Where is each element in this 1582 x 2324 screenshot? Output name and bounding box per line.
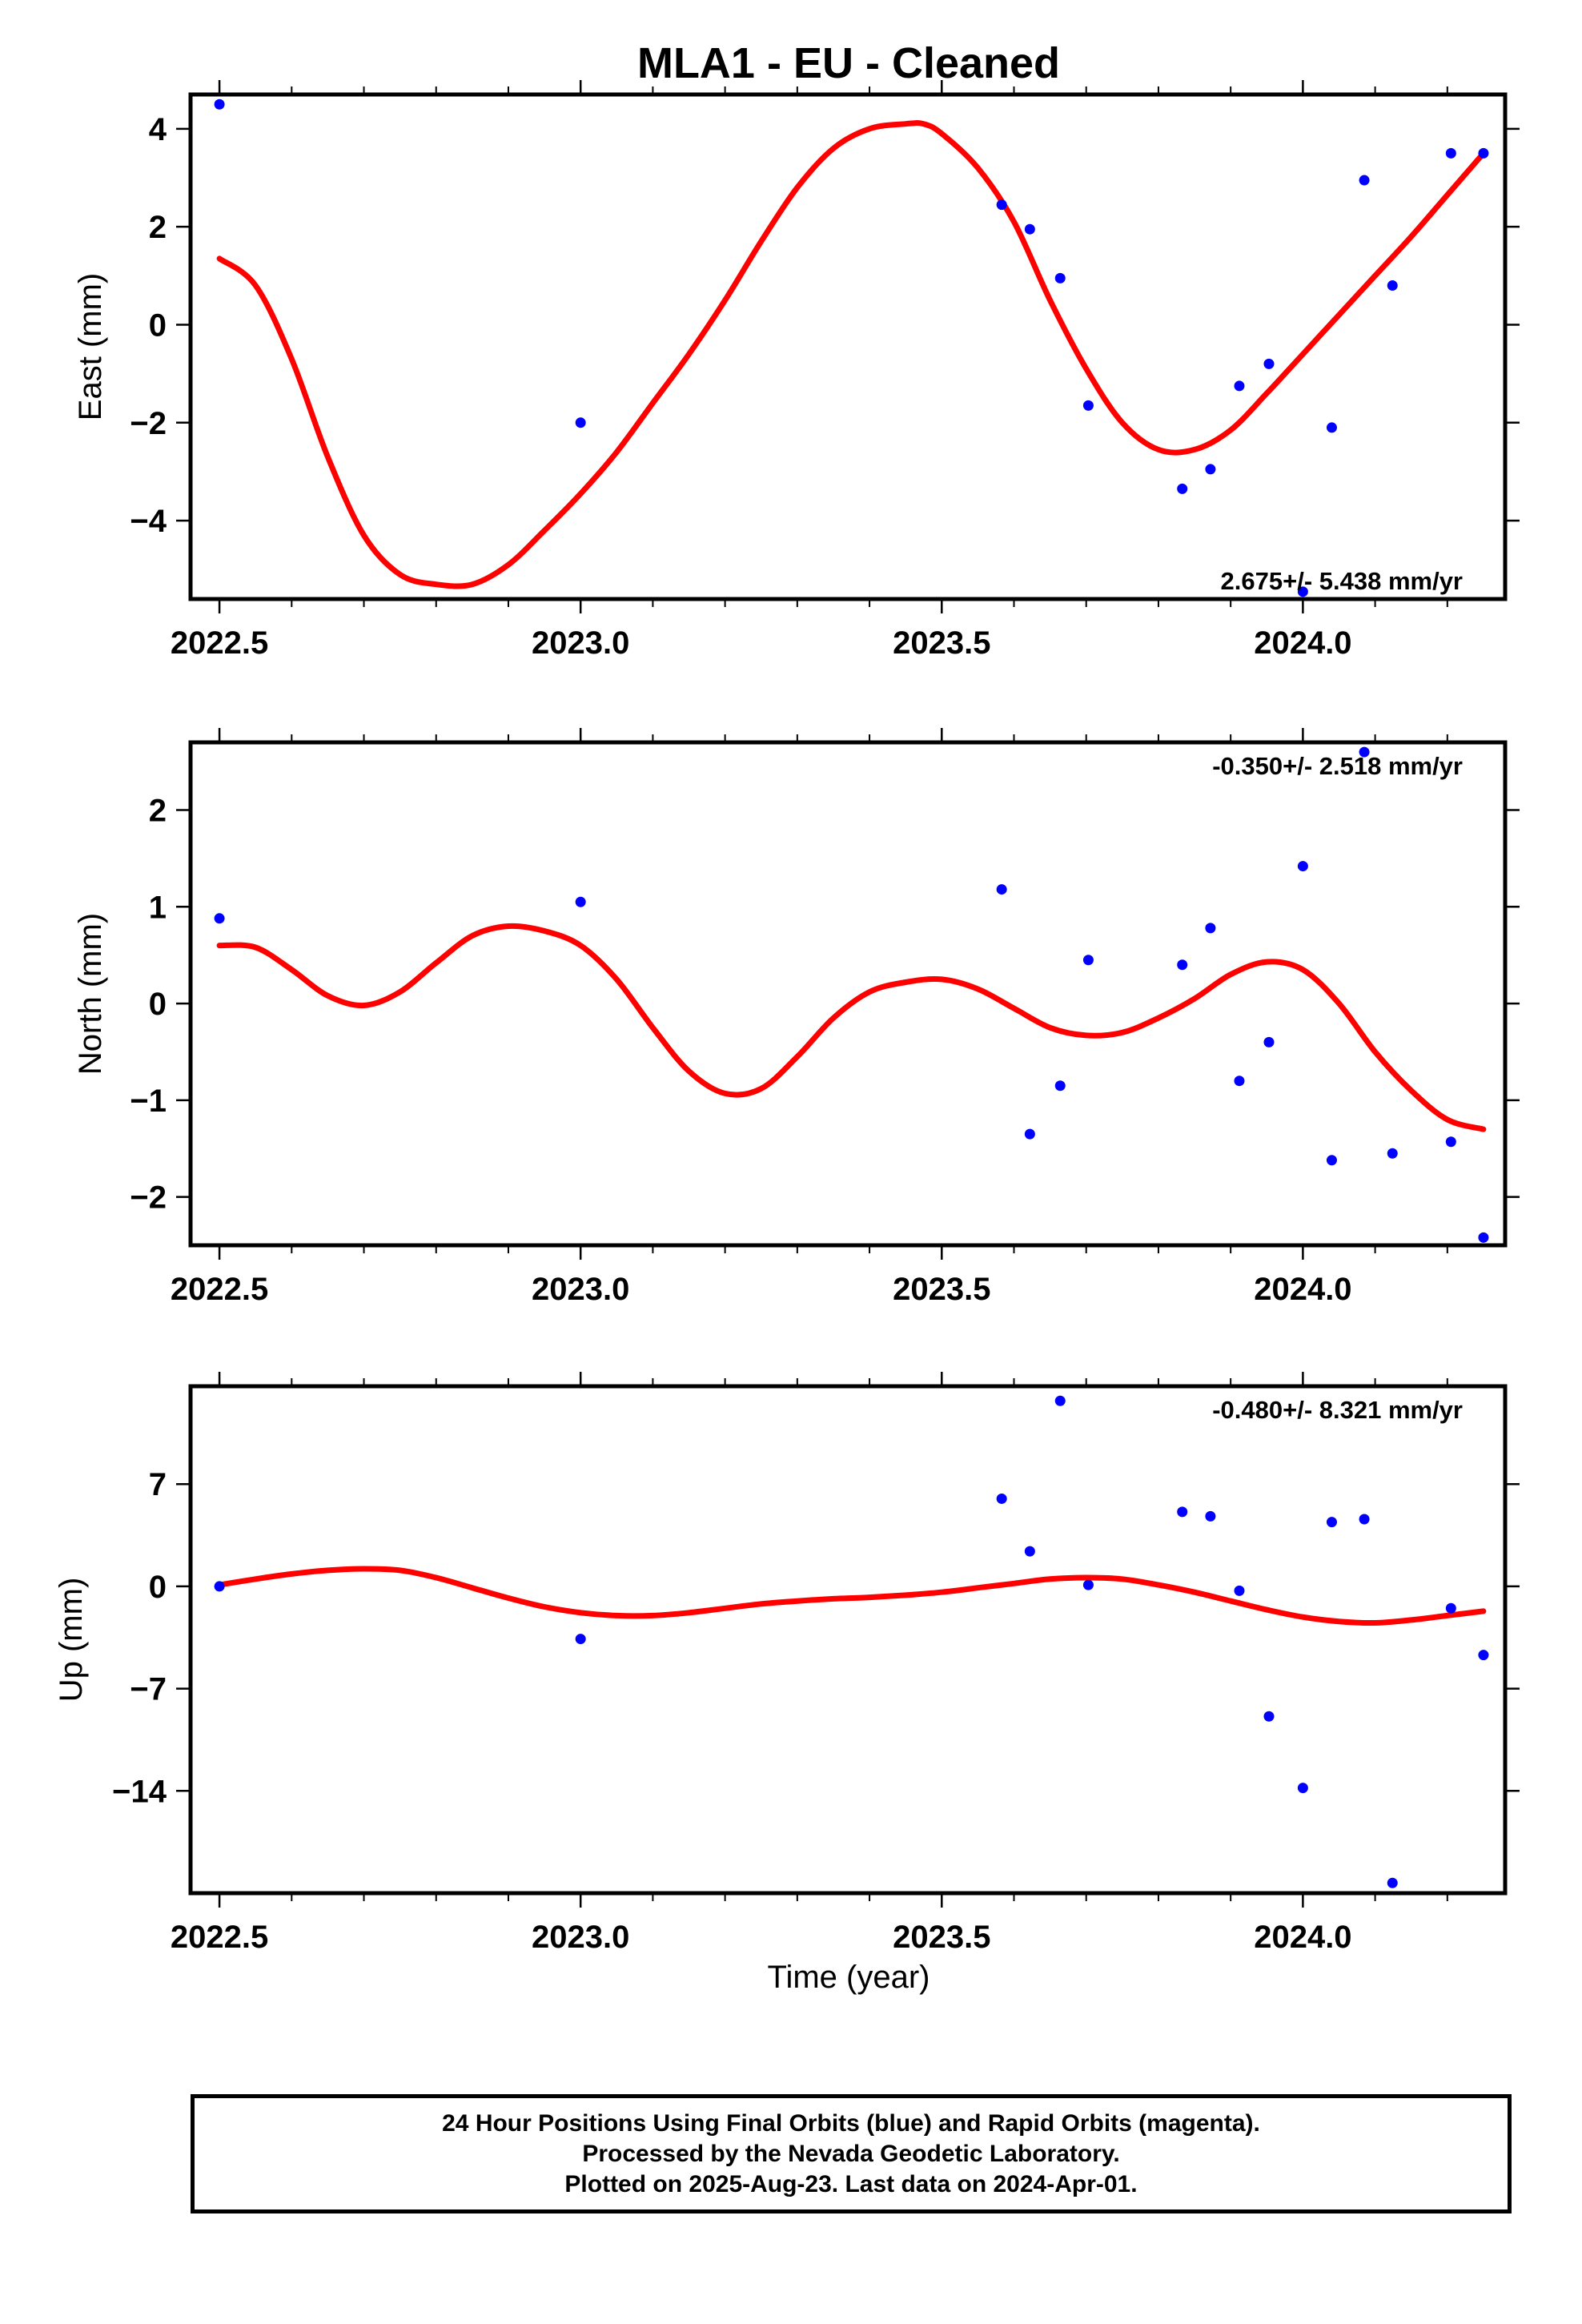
data-point [1024,1128,1035,1140]
data-point [1445,147,1456,159]
data-point [1359,746,1370,758]
data-point [1024,223,1035,235]
x-tick-label: 2024.0 [1254,625,1351,661]
y-tick-label: −1 [130,1084,167,1119]
plot-frame [188,1384,1508,1896]
footer-line: 24 Hour Positions Using Final Orbits (bl… [442,2109,1260,2137]
data-point [1359,175,1370,186]
rate-annotation: -0.350+/- 2.518 mm/yr [1212,752,1463,780]
x-tick-label: 2024.0 [1254,1272,1351,1307]
data-point [1234,380,1245,392]
x-tick-label: 2024.0 [1254,1920,1351,1955]
data-point [1024,1546,1035,1557]
data-point [1082,955,1094,966]
x-tick-label: 2023.5 [893,1272,990,1307]
y-tick-label: −2 [130,1180,167,1216]
y-tick-label: 2 [149,794,167,829]
data-point [1445,1602,1456,1614]
data-point [996,199,1007,211]
data-point [1359,1514,1370,1525]
data-point [1205,464,1216,475]
rate-annotation: 2.675+/- 5.438 mm/yr [1221,567,1463,595]
y-tick-label: 7 [149,1467,167,1502]
rate-annotation: -0.480+/- 8.321 mm/yr [1212,1396,1463,1424]
y-tick-label: 0 [149,308,167,343]
data-point [1177,959,1188,971]
data-point [214,1581,225,1592]
y-tick-label: −2 [130,406,167,441]
data-point [1387,280,1398,292]
data-point [575,417,586,428]
data-point [575,1634,586,1645]
y-tick-label: 4 [149,112,167,147]
data-point [1263,1711,1275,1722]
y-tick-label: 2 [149,210,167,245]
data-point [1177,483,1188,494]
data-point [1263,1036,1275,1047]
data-point [1478,147,1489,159]
data-point [575,896,586,907]
data-point [1263,358,1275,369]
data-point [996,884,1007,895]
data-point [214,99,225,110]
y-tick-label: −7 [130,1672,167,1707]
data-point [1205,1510,1216,1522]
data-point [1054,1080,1066,1092]
x-axis-label: Time (year) [768,1960,930,1995]
data-point [1234,1585,1245,1596]
data-point [1387,1148,1398,1159]
y-tick-label: −4 [130,504,167,539]
data-point [1478,1232,1489,1243]
y-axis-label: North (mm) [73,913,108,1075]
data-point [1326,1517,1337,1528]
data-point [1205,923,1216,934]
x-tick-label: 2023.5 [893,625,990,661]
data-point [996,1493,1007,1504]
plot-frame [188,740,1508,1248]
x-tick-label: 2023.0 [532,1920,629,1955]
data-point [1326,422,1337,433]
x-tick-label: 2022.5 [171,1920,268,1955]
x-tick-label: 2022.5 [171,1272,268,1307]
y-tick-label: 0 [149,987,167,1022]
x-tick-label: 2023.0 [532,1272,629,1307]
east-panel: 2022.5 2023.0 2023.5 2024.0 4 2 0 −2 −4 East (mm)… [73,80,1520,661]
footer-line: Plotted on 2025-Aug-23. Last data on 202… [564,2170,1138,2197]
footer-line: Processed by the Nevada Geodetic Laborat… [582,2140,1120,2167]
data-point [1478,1650,1489,1661]
fit-curve [216,923,1487,1132]
fit-curve [216,120,1487,589]
data-point [1445,1136,1456,1148]
x-tick-label: 2023.0 [532,625,629,661]
data-point [214,913,225,924]
y-tick-label: 1 [149,890,167,925]
footer-box: 24 Hour Positions Using Final Orbits (bl… [191,2094,1512,2213]
x-tick-label: 2023.5 [893,1920,990,1955]
data-point [1326,1155,1337,1166]
data-point [1177,1506,1188,1518]
y-tick-label: 0 [149,1570,167,1605]
up-panel: 2022.5 2023.0 2023.5 2024.0 7 0 −7 −14 Up (mm) -0… [54,1372,1520,1955]
data-point [1082,1579,1094,1590]
chart-title: MLA1 - EU - Cleaned [637,39,1060,87]
data-point [1082,400,1094,411]
north-panel: 2022.5 2023.0 2023.5 2024.0 2 1 0 −1 −2 North (mm… [73,728,1520,1307]
plot-frame [188,92,1508,601]
data-point [1297,1783,1308,1794]
data-point [1234,1076,1245,1087]
y-axis-label: Up (mm) [54,1578,89,1703]
y-axis-label: East (mm) [73,273,108,420]
data-point [1054,272,1066,283]
y-tick-label: −14 [112,1774,167,1809]
fit-curve [216,1566,1487,1626]
data-point [1054,1395,1066,1406]
data-point [1387,1877,1398,1888]
data-point [1297,861,1308,872]
x-tick-label: 2022.5 [171,625,268,661]
data-point [1297,586,1308,597]
